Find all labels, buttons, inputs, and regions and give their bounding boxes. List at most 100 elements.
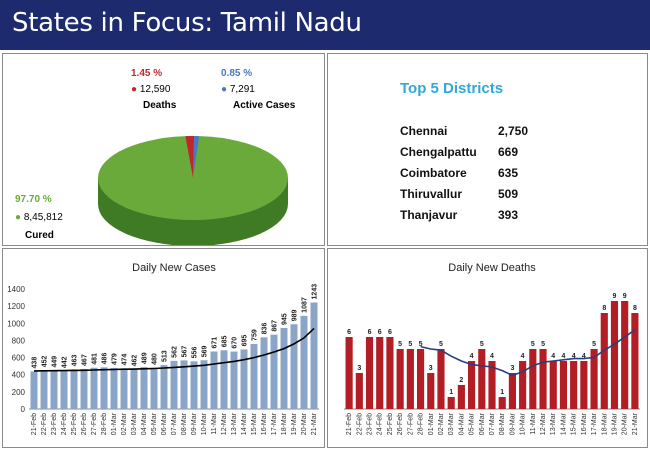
data-label: 5 (531, 341, 535, 348)
x-tick-label: 07-Mar (171, 412, 178, 435)
bar (427, 373, 435, 409)
bar (280, 328, 288, 409)
bar (559, 361, 568, 409)
x-tick-label: 19-Mar (291, 412, 298, 435)
data-label: 486 (102, 353, 109, 365)
bar (447, 397, 455, 409)
x-tick-label: 07-Mar (489, 412, 496, 435)
x-tick-label: 24-Feb (61, 413, 68, 435)
x-tick-label: 09-Mar (191, 412, 198, 435)
data-label: 671 (212, 337, 219, 349)
bar (355, 373, 363, 409)
district-name: Chengalpattu (400, 145, 477, 159)
x-tick-label: 06-Mar (479, 412, 486, 435)
top-districts-title: Top 5 Districts (400, 80, 504, 97)
data-label: 6 (378, 329, 382, 336)
district-row: Chengalpattu 669 (400, 145, 518, 159)
y-tick-label: 800 (12, 336, 26, 345)
bar (150, 367, 158, 409)
data-label: 1 (449, 389, 453, 396)
bar (468, 361, 476, 409)
data-label: 479 (112, 353, 119, 365)
data-label: 3 (510, 365, 514, 372)
bar (631, 313, 639, 409)
x-tick-label: 21-Mar (311, 412, 318, 435)
district-row: Chennai 2,750 (400, 124, 528, 138)
bar (170, 360, 178, 409)
data-label: 480 (152, 353, 159, 365)
x-tick-label: 09-Mar (509, 412, 516, 435)
data-label: 569 (202, 345, 209, 357)
district-row: Coimbatore 635 (400, 166, 518, 180)
x-tick-label: 13-Mar (550, 412, 557, 435)
district-value: 509 (498, 187, 519, 201)
bar (539, 349, 547, 409)
y-tick-label: 400 (12, 371, 26, 380)
x-tick-label: 27-Feb (407, 413, 414, 435)
y-tick-label: 0 (21, 405, 26, 414)
data-label: 513 (162, 350, 169, 362)
data-label: 867 (272, 320, 279, 332)
active-percent: 0.85 % (221, 68, 253, 79)
bar (345, 337, 353, 409)
x-tick-label: 21-Feb (346, 413, 353, 435)
district-name: Thanjavur (400, 208, 458, 222)
data-label: 442 (62, 356, 69, 368)
x-tick-label: 16-Mar (261, 412, 268, 435)
data-label: 5 (398, 341, 402, 348)
x-tick-label: 15-Mar (251, 412, 258, 435)
bar (40, 370, 48, 409)
data-label: 836 (262, 323, 269, 335)
bar (160, 365, 168, 409)
pie-slice-active (193, 136, 200, 178)
x-tick-label: 12-Mar (540, 412, 547, 435)
data-label: 481 (92, 353, 99, 365)
cured-count-wrap: ● 8,45,812 (15, 212, 63, 223)
x-tick-label: 08-Mar (181, 412, 188, 435)
y-tick-label: 1200 (7, 302, 25, 311)
chart-title: Daily New Cases (132, 262, 216, 274)
data-label: 4 (561, 353, 565, 360)
x-tick-label: 13-Mar (231, 412, 238, 435)
data-label: 5 (439, 341, 443, 348)
bar (290, 324, 298, 409)
data-label: 3 (357, 365, 361, 372)
bar (200, 360, 208, 409)
bar (529, 349, 537, 409)
x-tick-label: 25-Feb (71, 413, 78, 435)
data-label: 489 (142, 352, 149, 364)
data-label: 556 (192, 347, 199, 359)
x-tick-label: 28-Feb (418, 413, 425, 435)
bar (80, 368, 88, 409)
x-tick-label: 03-Mar (131, 412, 138, 435)
x-tick-label: 02-Mar (121, 412, 128, 435)
data-label: 989 (292, 309, 299, 321)
y-tick-label: 1400 (7, 285, 25, 294)
pie-slice-deaths (185, 136, 195, 178)
bar (590, 349, 598, 409)
x-tick-label: 19-Mar (611, 412, 618, 435)
data-label: 567 (182, 346, 189, 358)
data-label: 4 (582, 353, 586, 360)
data-label: 4 (470, 353, 474, 360)
x-tick-label: 21-Mar (632, 412, 639, 435)
district-value: 393 (498, 208, 519, 222)
cured-percent: 97.70 % (15, 194, 52, 205)
x-tick-label: 17-Mar (591, 412, 598, 435)
data-label: 4 (572, 353, 576, 360)
bar (140, 367, 148, 409)
bar (180, 360, 188, 409)
data-label: 467 (82, 354, 89, 366)
x-tick-label: 18-Mar (281, 412, 288, 435)
x-tick-label: 12-Mar (221, 412, 228, 435)
x-tick-label: 01-Mar (428, 412, 435, 435)
x-tick-label: 01-Mar (111, 412, 118, 435)
data-label: 6 (368, 329, 372, 336)
x-tick-label: 03-Mar (448, 412, 455, 435)
bar (50, 370, 58, 409)
data-label: 685 (222, 335, 229, 347)
data-label: 9 (613, 293, 617, 300)
y-tick-label: 1000 (7, 319, 25, 328)
x-tick-label: 21-Feb (31, 413, 38, 435)
deaths-label: Deaths (143, 100, 177, 111)
